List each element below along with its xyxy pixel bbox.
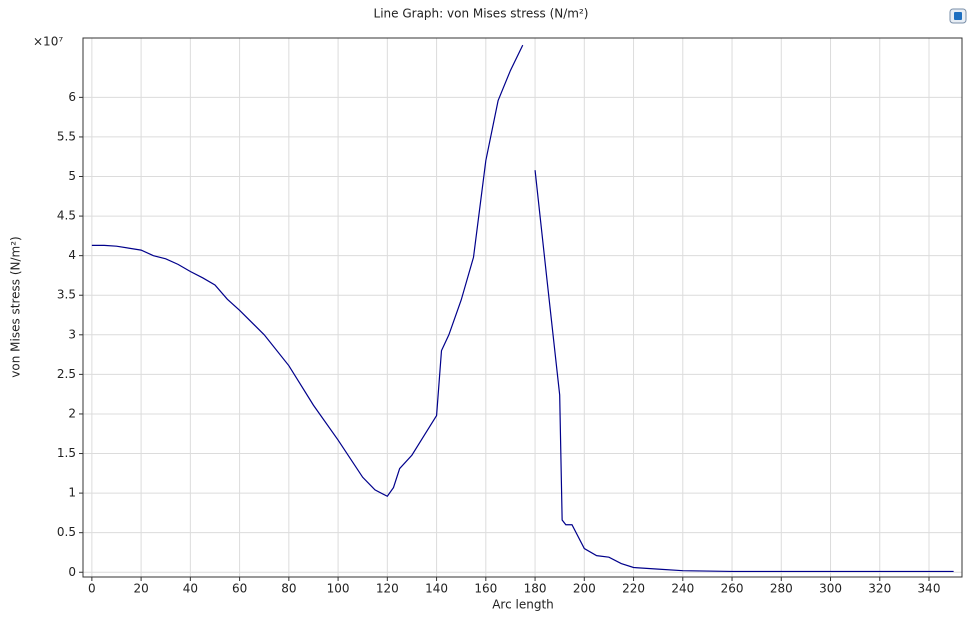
x-tick-label: 160: [474, 582, 497, 596]
x-tick-label: 140: [425, 582, 448, 596]
y-tick-label: 4.5: [57, 209, 76, 223]
x-tick-label: 340: [918, 582, 941, 596]
plot-area: 00.511.522.533.544.555.560 20 40 60 80 100 120…: [57, 38, 962, 596]
y-tick-label: 0.5: [57, 525, 76, 539]
y-multiplier: ×10⁷: [33, 35, 63, 49]
x-axis-label: Arc length: [492, 598, 554, 612]
icon-body[interactable]: [954, 12, 962, 20]
x-tick-label: 220: [622, 582, 645, 596]
x-tick-label: 100: [327, 582, 350, 596]
x-tick-label: 0: [88, 582, 96, 596]
data-line: [91, 44, 954, 573]
x-tick-label: 320: [868, 582, 891, 596]
x-tick-label: 180: [524, 582, 547, 596]
x-tick-label: 80: [281, 582, 296, 596]
x-tick-label: 280: [770, 582, 793, 596]
y-tick-label: 5.5: [57, 129, 76, 143]
chart-title: Line Graph: von Mises stress (N/m²): [374, 7, 589, 21]
y-tick-label: 0: [68, 565, 76, 579]
export-icon[interactable]: [949, 8, 967, 24]
x-tick-label: 60: [232, 582, 247, 596]
y-tick-label: 3: [68, 327, 76, 341]
y-tick-label: 2.5: [57, 367, 76, 381]
y-axis-label: von Mises stress (N/m²): [9, 236, 23, 377]
x-tick-label: 20: [133, 582, 148, 596]
y-tick-label: 1.5: [57, 446, 76, 460]
x-tick-label: 240: [671, 582, 694, 596]
y-tick-label: 5: [68, 169, 76, 183]
x-tick-label: 260: [721, 582, 744, 596]
y-tick-label: 1: [68, 486, 76, 500]
x-tick-label: 120: [376, 582, 399, 596]
axes-frame: [82, 37, 963, 578]
x-tick-label: 40: [183, 582, 198, 596]
y-tick-label: 4: [68, 248, 76, 262]
y-tick-label: 3.5: [57, 288, 76, 302]
x-tick-label: 200: [573, 582, 596, 596]
y-tick-label: 6: [68, 90, 76, 104]
y-tick-label: 2: [68, 406, 76, 420]
x-tick-label: 300: [819, 582, 842, 596]
